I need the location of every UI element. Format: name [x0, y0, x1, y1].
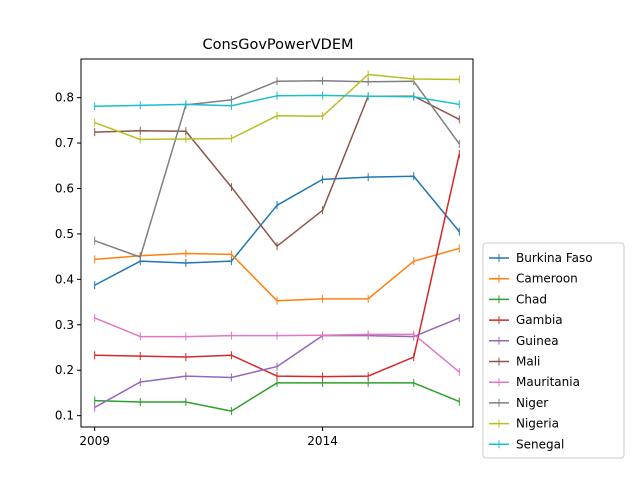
legend-item: Nigeria — [489, 417, 559, 431]
chart-title: ConsGovPowerVDEM — [202, 37, 353, 53]
y-tick-label: 0.5 — [55, 227, 74, 241]
series-gambia — [94, 149, 461, 381]
series-cameroon — [94, 244, 460, 305]
series-burkina-faso — [94, 172, 460, 290]
legend-label: Guinea — [516, 334, 559, 348]
legend-label: Mauritania — [516, 375, 580, 389]
legend-label: Mali — [516, 355, 540, 369]
series-line — [94, 382, 460, 412]
x-tick-label: 2009 — [79, 434, 110, 448]
legend-label: Burkina Faso — [516, 251, 593, 265]
y-tick-label: 0.7 — [55, 136, 74, 150]
y-tick-label: 0.8 — [55, 91, 74, 105]
series-line — [94, 153, 461, 378]
y-axis: 0.1 0.2 0.3 0.4 0.5 0.6 0.7 0.8 — [55, 91, 81, 423]
legend-label: Gambia — [516, 313, 563, 327]
series-line — [94, 80, 460, 258]
y-tick-label: 0.2 — [55, 363, 74, 377]
x-axis: 2009 2014 — [79, 427, 338, 448]
legend-item: Senegal — [489, 437, 564, 451]
legend-label: Cameroon — [516, 272, 578, 286]
legend-label: Chad — [516, 292, 547, 306]
legend-label: Senegal — [516, 437, 564, 451]
legend-item: Mali — [489, 355, 540, 369]
legend-item: Cameroon — [489, 272, 578, 286]
legend-item: Chad — [489, 292, 547, 306]
y-tick-label: 0.1 — [55, 409, 74, 423]
series-chad — [94, 378, 460, 416]
y-tick-label: 0.4 — [55, 272, 74, 286]
series-line — [94, 247, 460, 302]
series-mauritania — [94, 313, 460, 377]
series-guinea — [94, 313, 460, 412]
legend-item: Niger — [489, 396, 548, 410]
legend-item: Mauritania — [489, 375, 580, 389]
series-nigeria — [94, 70, 460, 144]
plot-series — [94, 70, 461, 416]
legend-item: Burkina Faso — [489, 251, 593, 265]
x-tick-label: 2014 — [307, 434, 338, 448]
series-senegal — [94, 91, 460, 111]
legend-item: Gambia — [489, 313, 563, 327]
legend-label: Niger — [516, 396, 548, 410]
axes-frame — [80, 58, 474, 428]
legend-item: Guinea — [489, 334, 559, 348]
y-tick-label: 0.3 — [55, 318, 74, 332]
legend-label: Nigeria — [516, 417, 559, 431]
legend: Burkina Faso Cameroon Chad Gambia Guinea Mali… — [482, 242, 625, 459]
y-tick-label: 0.6 — [55, 181, 74, 195]
legend-box — [482, 242, 625, 459]
